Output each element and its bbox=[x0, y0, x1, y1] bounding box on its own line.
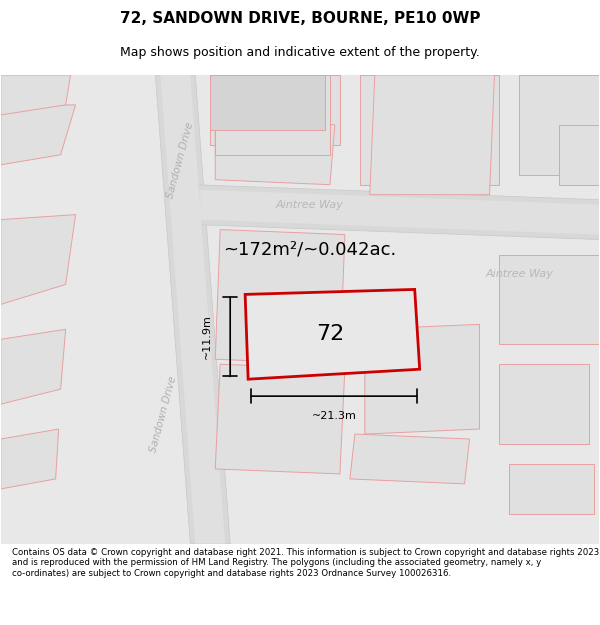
Polygon shape bbox=[365, 324, 479, 434]
Text: Map shows position and indicative extent of the property.: Map shows position and indicative extent… bbox=[120, 46, 480, 59]
Polygon shape bbox=[499, 254, 599, 344]
Polygon shape bbox=[195, 185, 599, 239]
Polygon shape bbox=[350, 434, 470, 484]
Polygon shape bbox=[1, 105, 76, 165]
Polygon shape bbox=[215, 115, 335, 185]
Polygon shape bbox=[210, 75, 340, 145]
Text: Aintree Way: Aintree Way bbox=[485, 269, 553, 279]
Text: ~11.9m: ~11.9m bbox=[202, 314, 212, 359]
Polygon shape bbox=[1, 329, 65, 404]
Polygon shape bbox=[499, 364, 589, 444]
Polygon shape bbox=[1, 75, 71, 115]
Polygon shape bbox=[155, 75, 230, 544]
Text: 72, SANDOWN DRIVE, BOURNE, PE10 0WP: 72, SANDOWN DRIVE, BOURNE, PE10 0WP bbox=[120, 11, 480, 26]
Polygon shape bbox=[559, 125, 599, 185]
Text: ~21.3m: ~21.3m bbox=[311, 411, 356, 421]
Polygon shape bbox=[1, 214, 76, 304]
Polygon shape bbox=[520, 75, 599, 175]
Polygon shape bbox=[215, 229, 345, 364]
Polygon shape bbox=[210, 75, 325, 130]
Text: Aintree Way: Aintree Way bbox=[276, 199, 344, 209]
Polygon shape bbox=[160, 75, 225, 544]
Polygon shape bbox=[1, 429, 59, 489]
Text: Sandown Drive: Sandown Drive bbox=[148, 375, 178, 453]
Text: Contains OS data © Crown copyright and database right 2021. This information is : Contains OS data © Crown copyright and d… bbox=[12, 548, 599, 578]
Text: ~172m²/~0.042ac.: ~172m²/~0.042ac. bbox=[223, 241, 397, 259]
Polygon shape bbox=[215, 364, 345, 474]
Polygon shape bbox=[200, 190, 599, 234]
Polygon shape bbox=[220, 75, 320, 115]
Polygon shape bbox=[509, 464, 594, 514]
Polygon shape bbox=[370, 75, 494, 194]
Polygon shape bbox=[360, 75, 499, 185]
Polygon shape bbox=[215, 75, 330, 155]
Polygon shape bbox=[245, 289, 419, 379]
Text: Sandown Drive: Sandown Drive bbox=[166, 121, 196, 199]
Text: 72: 72 bbox=[316, 324, 344, 344]
